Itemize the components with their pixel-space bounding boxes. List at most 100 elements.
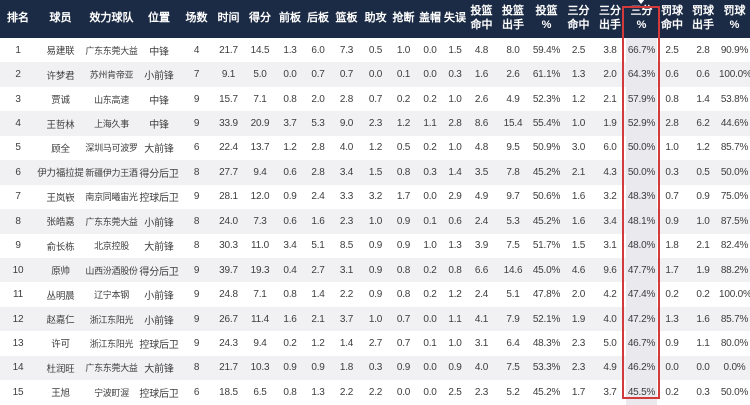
stat-cell: 7.3 [339, 44, 354, 56]
column-header-5[interactable]: 场数 [180, 0, 213, 38]
team-cell: 广东东莞大益 [85, 363, 138, 374]
stat-cell: 10.3 [250, 362, 270, 374]
stat-cell: 14.5 [250, 44, 270, 56]
stat-cell: 0.8 [396, 289, 411, 301]
player-cell: 许可 [51, 339, 70, 351]
stat-cell: 2.1 [603, 93, 617, 105]
stat-cell: 75.0% [720, 191, 749, 203]
column-header-7[interactable]: 得分 [244, 0, 276, 38]
table-row: 3 贾诚 山东高速 中锋 9 15.7 7.1 0.8 2.0 2.8 0.7 0.2 0.2 1.0 2.… [0, 86, 750, 112]
rank-cell: 5 [15, 142, 21, 154]
column-header-15[interactable]: 投篮 命中 [467, 0, 496, 38]
stat-cell: 21.7 [219, 44, 238, 56]
column-header-label: 前板 [279, 12, 301, 25]
stat-cell: 0.9 [283, 362, 297, 374]
stat-cell: 1.2 [283, 142, 297, 154]
stat-cell: 7.5 [506, 240, 520, 252]
player-cell: 王哲林 [46, 119, 75, 131]
stat-cell: 45.2% [532, 215, 561, 227]
position-cell: 中锋 [149, 95, 169, 107]
stat-cell: 1.0 [448, 93, 462, 105]
stat-cell: 55.4% [532, 118, 561, 130]
stat-cell: 15.4 [503, 118, 523, 130]
column-header-12[interactable]: 抢断 [390, 0, 417, 38]
stat-cell: 13.7 [250, 142, 270, 154]
position-cell: 得分后卫 [139, 168, 179, 180]
column-header-2[interactable]: 球员 [36, 0, 85, 38]
stat-cell: 5.0 [253, 69, 267, 81]
position-cell: 大前锋 [144, 242, 174, 254]
table-row: 15 王旭 宁波町渥 控球后卫 6 18.5 6.5 0.8 1.3 2.2 2.2 0.0 0.0 2.… [0, 380, 750, 405]
stat-cell: 0.3 [368, 362, 383, 374]
rank-cell: 2 [15, 69, 21, 81]
column-header-22[interactable]: 罚球 出手 [687, 0, 719, 38]
stat-cell: 9 [193, 337, 200, 349]
player-cell: 贾诚 [51, 95, 70, 107]
stat-cell: 21.7 [219, 362, 238, 374]
stat-cell: 0.9 [368, 289, 383, 301]
stat-cell: 3.9 [474, 240, 489, 252]
player-cell: 顾全 [51, 143, 70, 155]
column-header-9[interactable]: 后板 [304, 0, 332, 38]
stat-cell: 0.0 [665, 362, 679, 374]
column-header-6[interactable]: 时间 [213, 0, 244, 38]
stat-cell: 4.8 [474, 44, 489, 56]
position-cell: 控球后卫 [139, 339, 179, 351]
stat-cell: 1.1 [423, 118, 437, 130]
column-header-17[interactable]: 投篮 % [530, 0, 563, 38]
column-header-1[interactable]: 排名 [0, 0, 36, 38]
stat-cell: 7.3 [253, 215, 267, 227]
stat-cell: 0.9 [696, 191, 710, 203]
player-cell: 赵嘉仁 [46, 315, 75, 327]
stat-cell: 5.3 [506, 215, 520, 227]
stat-cell: 1.2 [571, 93, 586, 105]
column-header-8[interactable]: 前板 [276, 0, 304, 38]
stat-cell: 0.9 [396, 362, 411, 374]
stat-cell: 1.4 [339, 337, 354, 349]
position-cell: 控球后卫 [139, 193, 179, 205]
stat-cell: 0.6 [665, 69, 679, 81]
stat-cell: 1.6 [696, 313, 710, 325]
column-header-label: 三分 命中 [567, 5, 590, 31]
column-header-19[interactable]: 三分 出手 [594, 0, 626, 38]
stat-cell: 2.9 [448, 191, 462, 203]
table-body: 1 易建联 广东东莞大益 中锋 4 21.7 14.5 1.3 6.0 7.3 0.5 1.0 0.0 1… [0, 38, 750, 405]
column-header-18[interactable]: 三分 命中 [563, 0, 594, 38]
stat-cell: 11.4 [251, 313, 269, 325]
table-row: 13 许可 浙江东阳光 控球后卫 9 24.3 9.4 0.2 1.2 1.4 2.7 0.7 0.1 1… [0, 331, 750, 356]
stat-cell: 0.0 [696, 362, 710, 374]
stat-cell: 8.5 [339, 240, 354, 252]
stat-cell: 2.7 [368, 337, 383, 349]
column-header-16[interactable]: 投篮 出手 [496, 0, 530, 38]
stat-cell: 0.9 [665, 337, 679, 349]
stat-cell: 22.4 [219, 142, 238, 154]
stat-cell: 45.2% [532, 166, 561, 178]
column-header-10[interactable]: 篮板 [332, 0, 361, 38]
stat-cell: 6.6 [474, 264, 489, 276]
stat-cell: 24.0 [219, 215, 238, 227]
stat-cell: 3.1 [339, 264, 354, 276]
stat-cell: 1.7 [665, 264, 679, 276]
header-row: 排名 球员 效力球队 位置 场数 时间 得分 前板 后板 篮板 助攻 抢断 盖帽 失误 投篮 命中 投篮 出手… [0, 0, 750, 38]
column-header-13[interactable]: 盖帽 [417, 0, 443, 38]
column-header-14[interactable]: 失误 [443, 0, 467, 38]
stat-cell: 1.2 [396, 118, 411, 130]
stat-cell: 3.1 [474, 337, 489, 349]
stat-cell: 5.3 [311, 118, 325, 130]
column-header-21[interactable]: 罚球 命中 [657, 0, 687, 38]
stat-cell: 2.8 [696, 44, 710, 56]
stat-cell: 90.9% [720, 44, 749, 56]
stat-cell: 1.5 [448, 44, 462, 56]
stat-cell: 2.1 [696, 240, 710, 252]
stat-cell: 5.1 [506, 289, 520, 301]
column-header-11[interactable]: 助攻 [361, 0, 390, 38]
column-header-3[interactable]: 效力球队 [85, 0, 138, 38]
column-header-label: 投篮 命中 [470, 5, 493, 31]
column-header-4[interactable]: 位置 [138, 0, 180, 38]
team-cell: 山东高速 [94, 94, 129, 105]
stat-cell: 2.2 [339, 386, 354, 398]
column-header-20[interactable]: 三分 % [626, 0, 657, 38]
column-header-23[interactable]: 罚球 % [719, 0, 750, 38]
stat-cell: 0.8 [448, 264, 462, 276]
